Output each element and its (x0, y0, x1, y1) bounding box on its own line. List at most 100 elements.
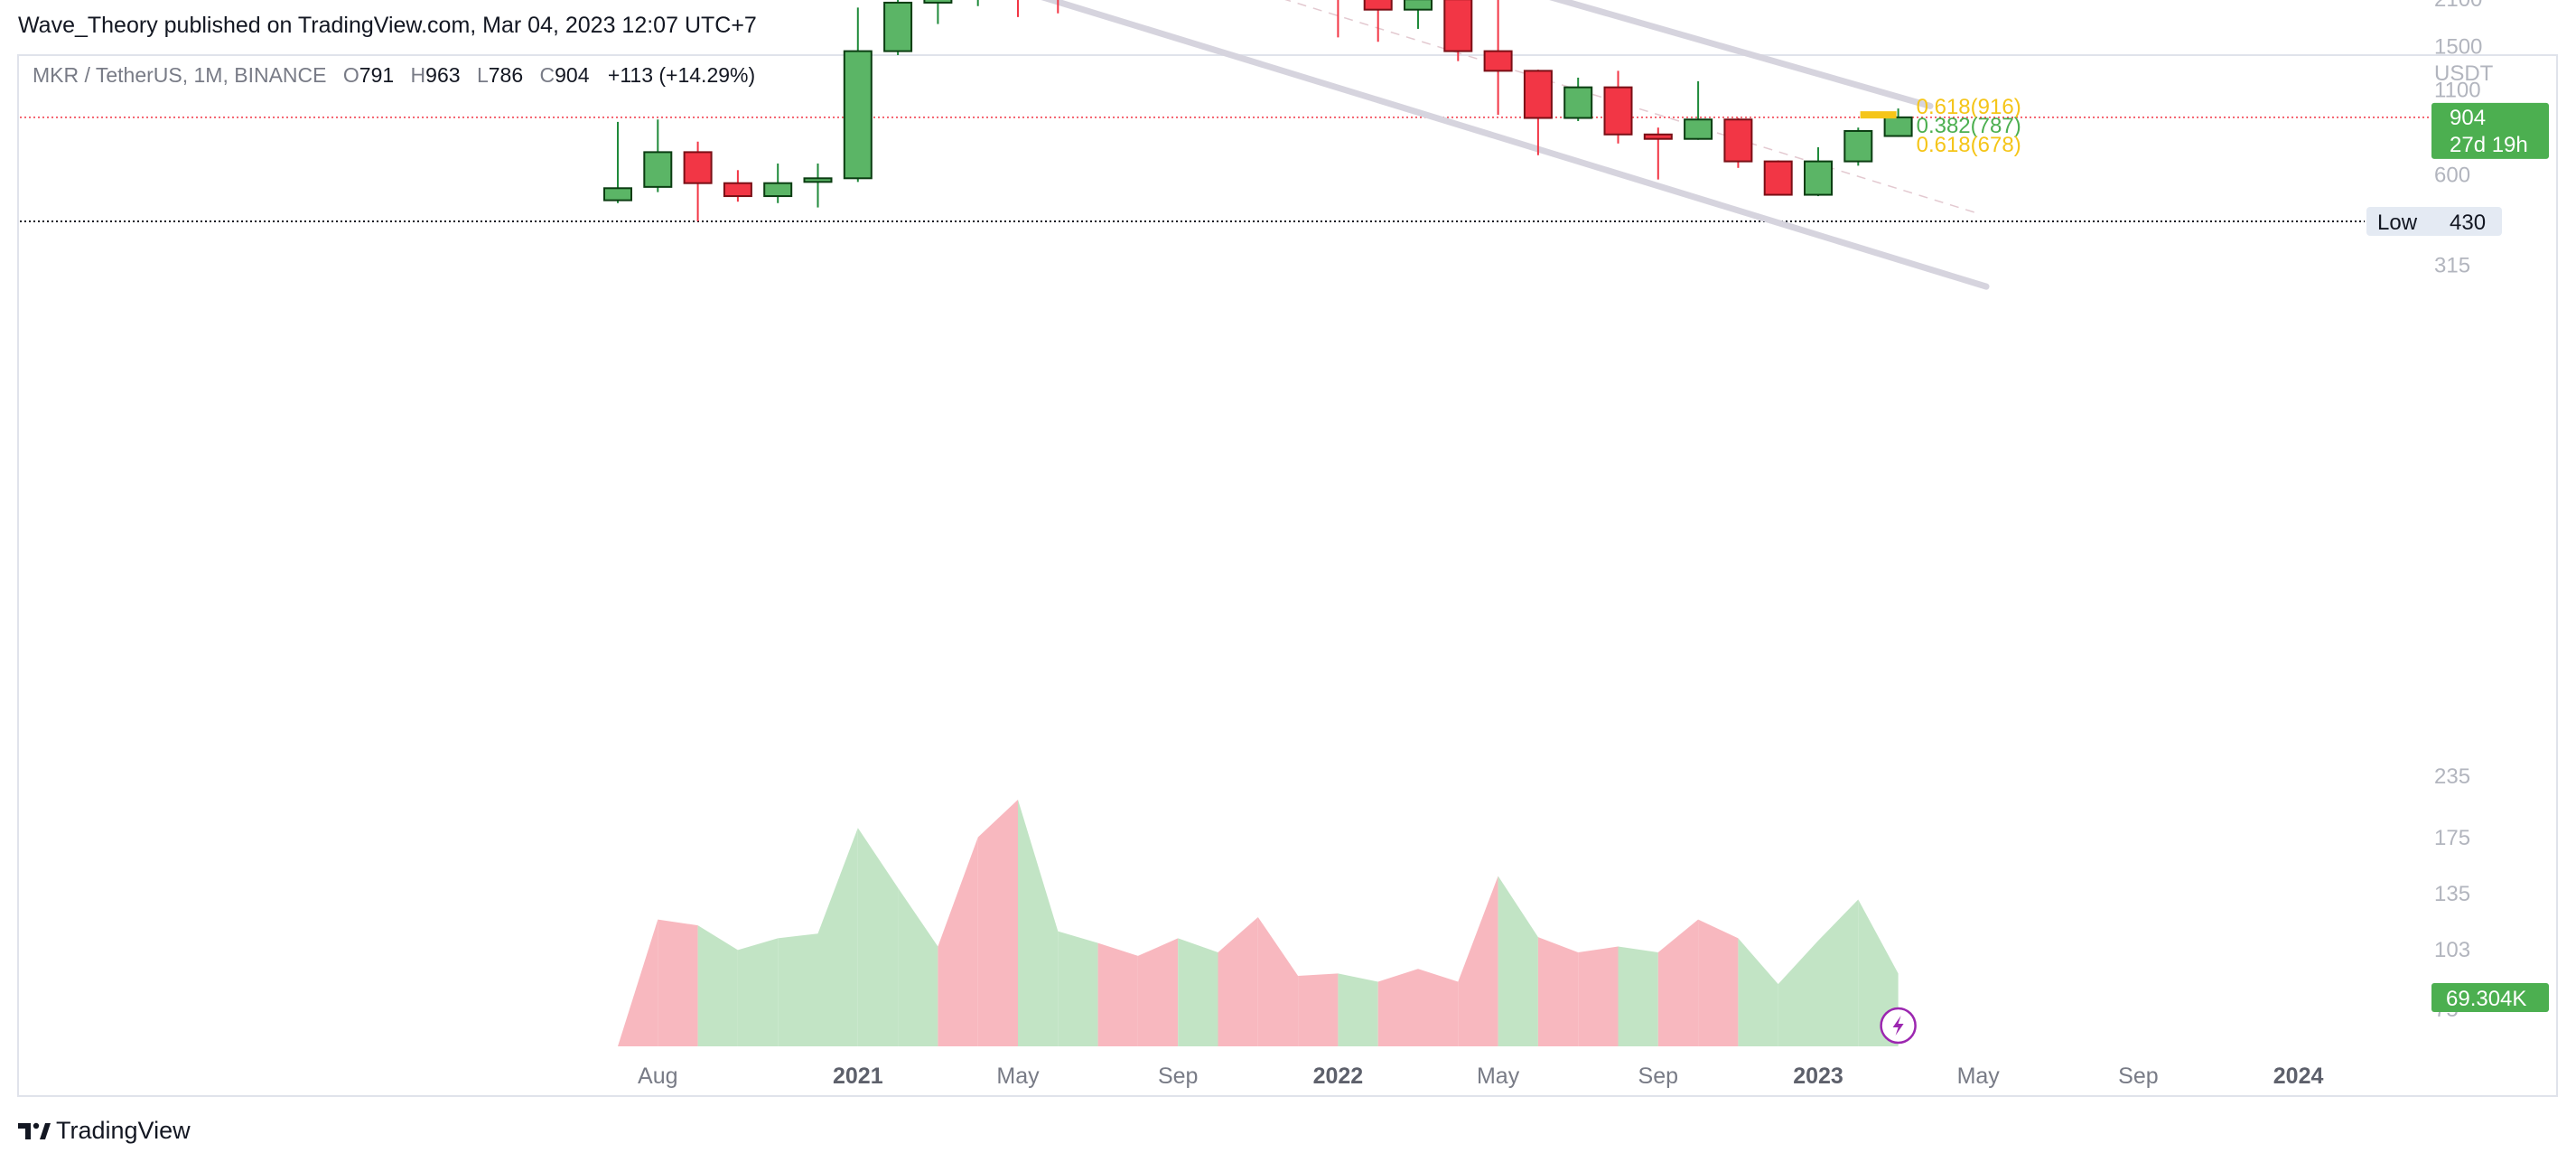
candle-body (883, 1, 913, 52)
volume-segment (1137, 938, 1179, 1046)
volume-segment (898, 887, 938, 1046)
volume-segment (1377, 969, 1418, 1046)
volume-segment (658, 919, 698, 1046)
volume-segment (1498, 876, 1538, 1046)
candle-body (1763, 160, 1793, 196)
price-axis-label: 315 (2434, 253, 2470, 277)
candle (1363, 0, 1393, 42)
volume-segment (1178, 938, 1218, 1046)
volume-segment (737, 938, 779, 1046)
candle (1443, 0, 1473, 61)
last-price-badge-bg (2431, 102, 2549, 159)
candle (1404, 0, 1433, 29)
volume-segment (1738, 938, 1778, 1046)
volume-badge-value: 69.304K (2446, 987, 2526, 1011)
high-value: 963 (425, 63, 461, 87)
last-price-value: 904 (2450, 106, 2486, 130)
price-axis-currency: USDT (2434, 61, 2494, 86)
low-badge: Low 430 (2366, 207, 2502, 237)
time-axis-label: 2023 (1793, 1064, 1843, 1089)
candle-body (603, 187, 632, 201)
candle (1563, 77, 1593, 122)
tradingview-logo-icon (18, 1122, 51, 1139)
low-badge-bg (2366, 207, 2502, 237)
symbol-legend: MKR / TetherUS, 1M, BINANCE O791 H963 L7… (33, 63, 755, 88)
fib-label: 0.618(678) (1917, 133, 2021, 157)
candle-body (923, 0, 953, 4)
price-axis-label: 175 (2434, 826, 2470, 850)
volume-segment (778, 933, 818, 1046)
time-axis-label: 2021 (833, 1064, 883, 1089)
volume-segment (1458, 876, 1498, 1046)
candle-body (1684, 118, 1713, 140)
volume-badge-bg (2431, 983, 2549, 1012)
candle-body (1883, 116, 1913, 137)
candle-body (1643, 133, 1673, 140)
volume-segment (1298, 973, 1339, 1046)
symbol-name[interactable]: MKR / TetherUS, 1M, BINANCE (33, 63, 327, 87)
candle (1804, 146, 1833, 197)
volume-segment (1257, 917, 1299, 1046)
time-axis-label: Aug (638, 1064, 677, 1089)
candle (763, 163, 793, 203)
candle (1723, 117, 1753, 168)
candle (1523, 70, 1553, 155)
candle-body (683, 151, 713, 184)
time-axis-label: Sep (1158, 1064, 1198, 1089)
volume-segment (1537, 937, 1579, 1046)
volume-segment (977, 800, 1018, 1046)
volume-badge: 69.304K (2431, 983, 2549, 1012)
close-value: 904 (555, 63, 590, 87)
candle-body (1603, 86, 1633, 136)
lightning-icon-bolt (1892, 1016, 1904, 1035)
candle-body (1804, 160, 1833, 196)
candle (1684, 80, 1713, 140)
candle (1603, 70, 1633, 144)
footer-brand[interactable]: TradingView (18, 1117, 191, 1145)
volume-segment (1058, 931, 1098, 1046)
volume-segment (1778, 941, 1818, 1046)
volume-segment (1858, 899, 1899, 1046)
candle-body (803, 177, 833, 183)
volume-segment (1218, 917, 1258, 1046)
last-price-badge: 904 27d 19h (2431, 102, 2549, 159)
candle-body (1523, 70, 1553, 119)
low-badge-value: 430 (2450, 211, 2486, 235)
volume-segment (938, 837, 978, 1046)
candle-body (763, 182, 793, 198)
price-axis-label: 135 (2434, 882, 2470, 906)
volume-segment (1097, 942, 1138, 1046)
candle (1017, 0, 1019, 17)
volume-segment (1578, 946, 1619, 1046)
candle (883, 0, 913, 55)
volume-segment (1338, 973, 1378, 1046)
time-axis-label: Sep (1638, 1064, 1678, 1089)
time-axis-label: May (1477, 1064, 1520, 1089)
candle (923, 0, 953, 24)
time-axis-label: Sep (2118, 1064, 2158, 1089)
candle (603, 121, 632, 203)
volume-segment (1818, 899, 1859, 1046)
chart-frame (17, 54, 2558, 1097)
fib-marker (1860, 111, 1897, 119)
channel-upper-line (1549, 0, 1934, 109)
time-axis-label: May (996, 1064, 1040, 1089)
price-axis-label: 600 (2434, 163, 2470, 187)
candle (643, 119, 673, 192)
footer-brand-label: TradingView (56, 1117, 191, 1144)
candle-body (1723, 118, 1753, 163)
fib-label: 0.382(787) (1917, 114, 2021, 138)
low-label: L (476, 63, 489, 87)
last-price-countdown: 27d 19h (2450, 133, 2528, 157)
candle (1643, 127, 1673, 180)
volume-segment (1698, 919, 1739, 1046)
candle (843, 7, 873, 183)
change-value: +113 (+14.29%) (607, 63, 756, 87)
candle-body (643, 151, 673, 188)
volume-segment (1418, 969, 1459, 1046)
candle-body (723, 182, 752, 198)
time-axis-label: 2022 (1313, 1064, 1364, 1089)
candle (1483, 0, 1513, 116)
volume-segment (1018, 800, 1059, 1046)
